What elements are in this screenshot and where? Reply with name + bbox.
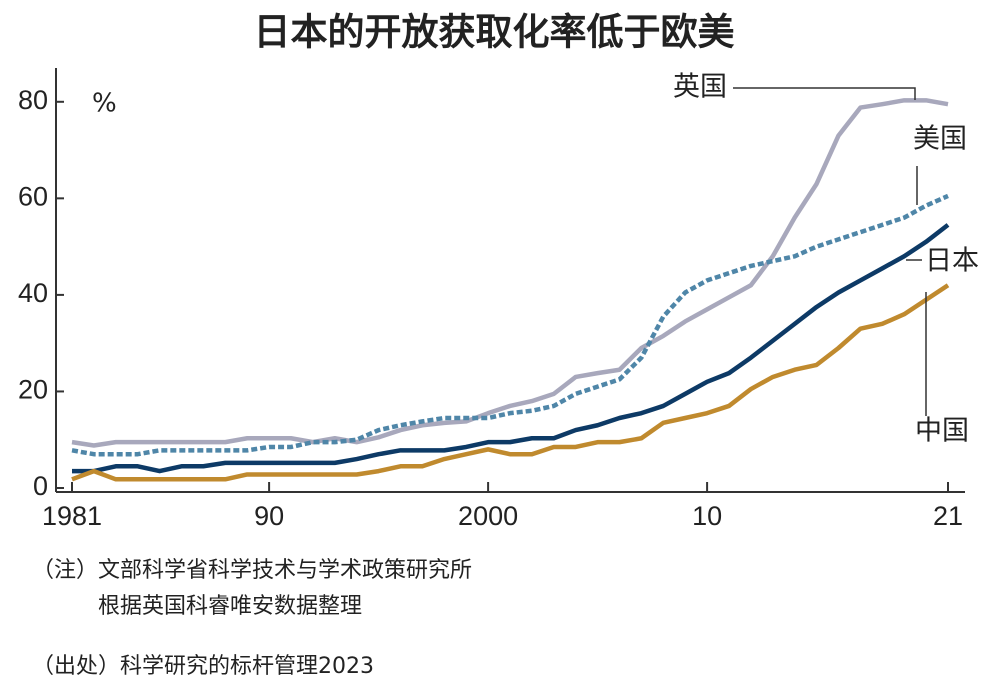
note: 根据英国科睿唯安数据整理 [32, 594, 363, 619]
x-tick-label: 2000 [458, 501, 518, 531]
chart: 日本的开放获取化率低于欧美 % 0 20 40 60 80 1981 90 2000 10 21 英… [18, 11, 979, 532]
y-tick-label: 60 [18, 181, 48, 211]
series-line [71, 283, 950, 482]
series-label: 中国 [915, 416, 969, 447]
note: （出处）科学研究的标杆管理2023 [32, 654, 374, 679]
x-tick-label: 10 [692, 501, 722, 531]
x-tick-label: 21 [933, 501, 963, 531]
x-tick-label: 1981 [42, 501, 102, 531]
chart-title: 日本的开放获取化率低于欧美 [254, 11, 735, 54]
y-tick-label: 0 [33, 471, 48, 501]
series-label: 英国 [673, 72, 727, 103]
series-line [71, 193, 949, 457]
series-line [71, 98, 949, 448]
series-label: 美国 [913, 124, 967, 155]
note: （注）文部科学省科学技术与学术政策研究所 [32, 558, 473, 583]
series-label: 日本 [925, 246, 979, 277]
series-line [72, 223, 950, 474]
x-tick-label: 90 [254, 501, 284, 531]
y-tick-label: 40 [18, 278, 48, 308]
y-unit: % [92, 89, 117, 119]
leader-line [733, 87, 916, 100]
y-tick-label: 80 [18, 85, 48, 115]
y-tick-label: 20 [18, 375, 48, 405]
